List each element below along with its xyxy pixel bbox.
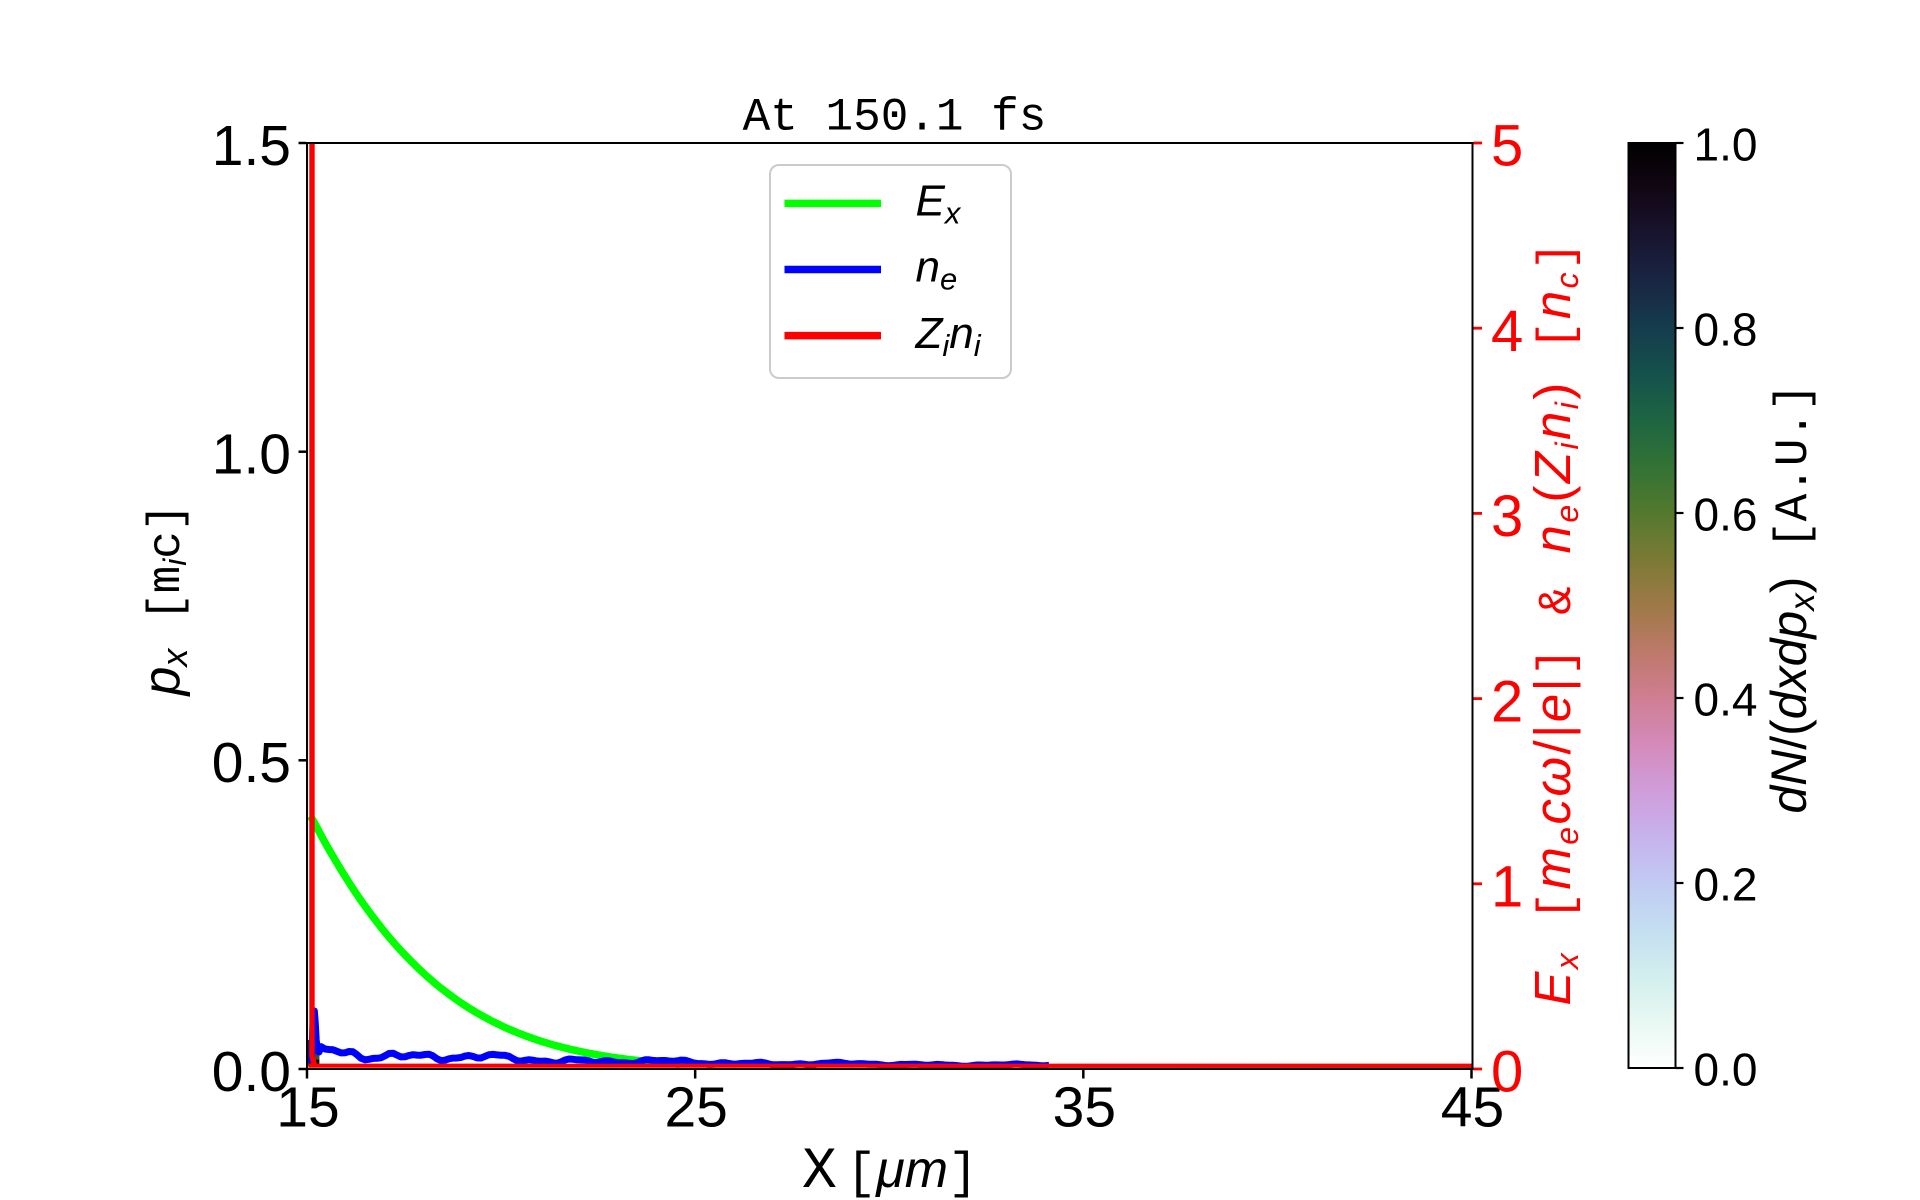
svg-text:1.0: 1.0: [212, 422, 291, 486]
svg-text:0.0: 0.0: [212, 1040, 291, 1104]
svg-text:15: 15: [276, 1076, 339, 1140]
svg-text:25: 25: [664, 1076, 727, 1140]
svg-text:0: 0: [1491, 1040, 1523, 1105]
svg-text:0.4: 0.4: [1694, 674, 1758, 726]
svg-text:4: 4: [1491, 299, 1523, 364]
svg-text:ne: ne: [916, 243, 958, 297]
svg-text:0.2: 0.2: [1694, 859, 1758, 911]
svg-text:Ex: Ex: [916, 177, 962, 231]
svg-text:X [μm]: X [μm]: [802, 1140, 978, 1200]
svg-text:3: 3: [1491, 484, 1523, 549]
svg-text:45: 45: [1441, 1076, 1504, 1140]
svg-text:0.5: 0.5: [212, 731, 291, 795]
svg-text:1.0: 1.0: [1694, 119, 1758, 171]
svg-text:5: 5: [1491, 114, 1523, 179]
svg-text:1.5: 1.5: [212, 114, 291, 178]
svg-text:2: 2: [1491, 669, 1523, 734]
svg-text:px​ [mi​c]: px​ [mi​c]: [133, 503, 195, 697]
svg-text:dN/(dxdpx​) [A.U.]: dN/(dxdpx​) [A.U.]: [1761, 383, 1822, 813]
svg-text:Ex​ [me​cω/|e|] & ne​(Zi​ni​): Ex​ [me​cω/|e|] & ne​(Zi​ni​) [nc​]: [1524, 239, 1585, 1005]
svg-text:35: 35: [1053, 1076, 1116, 1140]
svg-text:0.0: 0.0: [1694, 1044, 1758, 1096]
svg-text:At 150.1 fs: At 150.1 fs: [743, 92, 1047, 144]
svg-text:1: 1: [1491, 855, 1523, 920]
svg-text:Zi​ni: Zi​ni: [915, 309, 982, 363]
svg-text:0.8: 0.8: [1694, 304, 1758, 356]
svg-text:0.6: 0.6: [1694, 489, 1758, 541]
